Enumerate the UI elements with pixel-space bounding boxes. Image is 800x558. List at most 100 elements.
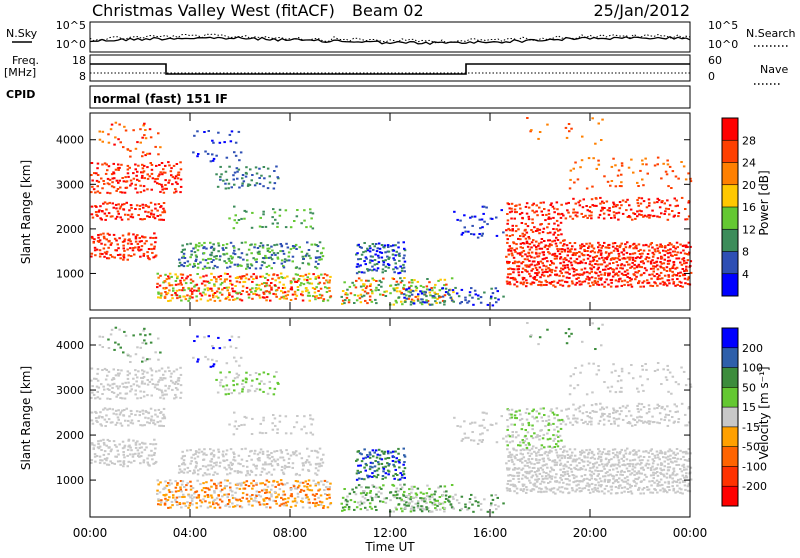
velocity-cell <box>419 497 422 499</box>
power-cell <box>240 277 243 279</box>
velocity-cell <box>260 448 263 450</box>
velocity-cell <box>612 452 615 454</box>
velocity-cell <box>480 509 483 511</box>
power-cell <box>561 251 564 253</box>
power-cell <box>617 275 620 277</box>
power-cell <box>248 293 251 295</box>
power-cell <box>128 238 131 240</box>
velocity-cell <box>135 390 138 392</box>
velocity-cell <box>196 462 199 464</box>
power-cell <box>543 240 546 242</box>
power-cell <box>288 259 291 261</box>
power-cell <box>235 214 238 216</box>
power-cell <box>634 252 637 254</box>
power-cell <box>180 168 183 170</box>
velocity-cell <box>242 380 245 382</box>
power-cell <box>538 232 541 234</box>
power-cell <box>213 283 216 285</box>
power-cell <box>246 254 249 256</box>
velocity-cell <box>664 461 667 463</box>
velocity-cell <box>264 484 267 486</box>
power-cell <box>398 260 401 262</box>
velocity-cell <box>403 495 406 497</box>
power-cell <box>618 255 621 257</box>
power-cell <box>119 208 122 210</box>
power-cell <box>636 256 639 258</box>
velocity-cell <box>540 467 543 469</box>
velocity-cell <box>635 451 638 453</box>
power-cell <box>168 282 171 284</box>
velocity-cell <box>98 387 101 389</box>
velocity-cell <box>106 445 109 447</box>
power-cell <box>575 269 578 271</box>
velocity-cell <box>235 420 238 422</box>
velocity-cell <box>153 439 156 441</box>
power-cell <box>284 287 287 289</box>
power-cell <box>506 213 509 215</box>
power-cell <box>548 246 551 248</box>
power-cell <box>270 282 273 284</box>
power-cell <box>573 182 576 184</box>
velocity-cell <box>560 463 563 465</box>
power-cell <box>219 292 222 294</box>
power-cell <box>555 258 558 260</box>
velocity-cell <box>168 370 171 372</box>
power-cell <box>556 248 559 250</box>
power-cell <box>652 265 655 267</box>
power-colorbar-label: Power [dB] <box>757 170 771 235</box>
velocity-cell <box>596 462 599 464</box>
velocity-cell <box>301 501 304 503</box>
power-cell <box>686 270 689 272</box>
velocity-cell <box>366 509 369 511</box>
power-cell <box>537 245 540 247</box>
power-cell <box>601 257 604 259</box>
velocity-cell <box>571 471 574 473</box>
power-cell <box>143 190 146 192</box>
velocity-cell <box>97 391 100 393</box>
power-cell <box>609 210 612 212</box>
power-cell <box>566 137 569 139</box>
power-cell <box>203 280 206 282</box>
power-cell <box>189 243 192 245</box>
power-cell <box>677 284 680 286</box>
velocity-cell <box>634 485 637 487</box>
power-cell <box>101 187 104 189</box>
power-cell <box>231 256 234 258</box>
power-cell <box>250 291 253 293</box>
power-cell <box>151 164 154 166</box>
velocity-cell <box>270 489 273 491</box>
velocity-cell <box>420 505 423 507</box>
power-cell <box>223 254 226 256</box>
power-cell <box>378 257 381 259</box>
velocity-cell <box>151 369 154 371</box>
power-cell <box>680 161 683 163</box>
velocity-cell <box>535 474 538 476</box>
power-cell <box>214 265 217 267</box>
velocity-cell <box>256 491 259 493</box>
velocity-cell <box>617 471 620 473</box>
power-cell <box>133 254 136 256</box>
power-cell <box>302 262 305 264</box>
velocity-cell <box>276 432 279 434</box>
power-cell <box>514 278 517 280</box>
velocity-cell <box>318 483 321 485</box>
power-cell <box>315 261 318 263</box>
power-cell <box>680 252 683 254</box>
velocity-cell <box>212 503 215 505</box>
velocity-cell <box>583 451 586 453</box>
power-cell <box>363 295 366 297</box>
power-cell <box>521 255 524 257</box>
power-cell <box>154 241 157 243</box>
power-cell <box>656 278 659 280</box>
velocity-cell <box>160 425 163 427</box>
power-cell <box>403 248 406 250</box>
velocity-cell <box>159 504 162 506</box>
velocity-cell <box>625 453 628 455</box>
velocity-cell <box>225 453 228 455</box>
velocity-cell <box>124 420 127 422</box>
velocity-cell <box>305 461 308 463</box>
velocity-cell <box>621 487 624 489</box>
power-cell <box>530 246 533 248</box>
velocity-cell <box>636 463 639 465</box>
velocity-cell <box>348 508 351 510</box>
